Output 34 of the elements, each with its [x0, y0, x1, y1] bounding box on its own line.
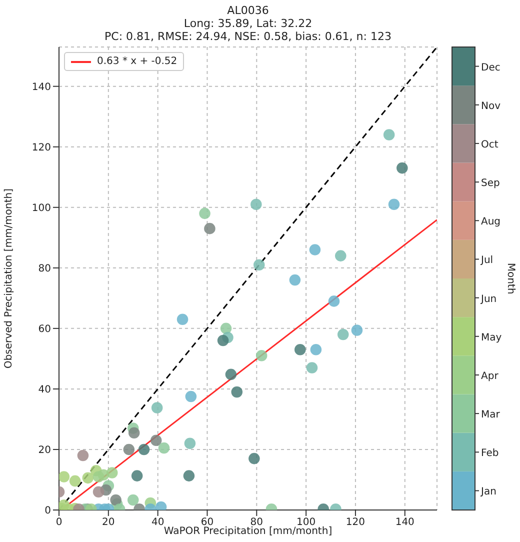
- x-tick-label: 0: [56, 517, 62, 528]
- x-tick-label: 40: [151, 517, 164, 528]
- y-tick-label: 40: [38, 384, 51, 396]
- color-bar-label: Jan: [480, 486, 496, 498]
- color-bar-label: Feb: [481, 448, 499, 460]
- color-bar-label: Mar: [481, 410, 501, 421]
- x-axis-title: WaPOR Precipitation [mm/month]: [164, 526, 332, 537]
- y-tick-label: 80: [38, 263, 51, 274]
- chart-subtitle: Long: 35.89, Lat: 32.22: [182, 17, 314, 30]
- color-bar-label: May: [481, 332, 502, 344]
- color-bar-label: Nov: [481, 100, 501, 112]
- x-tick-label: 140: [395, 517, 414, 528]
- text: PC: 0.81, RMSE: 24.94, NSE: 0.58, bias: 0.61, n: 123: [104, 30, 392, 43]
- color-bar-label: Dec: [481, 62, 500, 74]
- legend-label: 0.63 * x + -0.52: [97, 56, 178, 67]
- y-axis-title: Observed Precipitation [mm/month]: [4, 188, 15, 369]
- color-bar-label: Jun: [480, 294, 497, 305]
- color-bar-label: Aug: [481, 216, 501, 228]
- x-tick-label: 20: [102, 517, 115, 528]
- y-tick-label: 20: [38, 445, 51, 456]
- chart-title: AL0036: [226, 4, 270, 17]
- x-tick-label: 100: [296, 517, 316, 528]
- y-tick-label: 140: [32, 82, 51, 93]
- y-tick-label: 100: [32, 202, 51, 214]
- color-bar-label: Apr: [481, 370, 500, 382]
- y-tick-label: 120: [32, 142, 51, 154]
- color-bar-title: Month: [505, 262, 516, 294]
- y-tick-label: 60: [38, 324, 51, 335]
- color-bar-label: Jul: [480, 255, 494, 266]
- x-tick-label: 120: [346, 517, 366, 528]
- color-bar-label: Sep: [481, 178, 500, 190]
- y-tick-label: 0: [44, 506, 51, 517]
- x-tick-label: 80: [250, 517, 264, 528]
- color-bar-label: Oct: [481, 139, 498, 150]
